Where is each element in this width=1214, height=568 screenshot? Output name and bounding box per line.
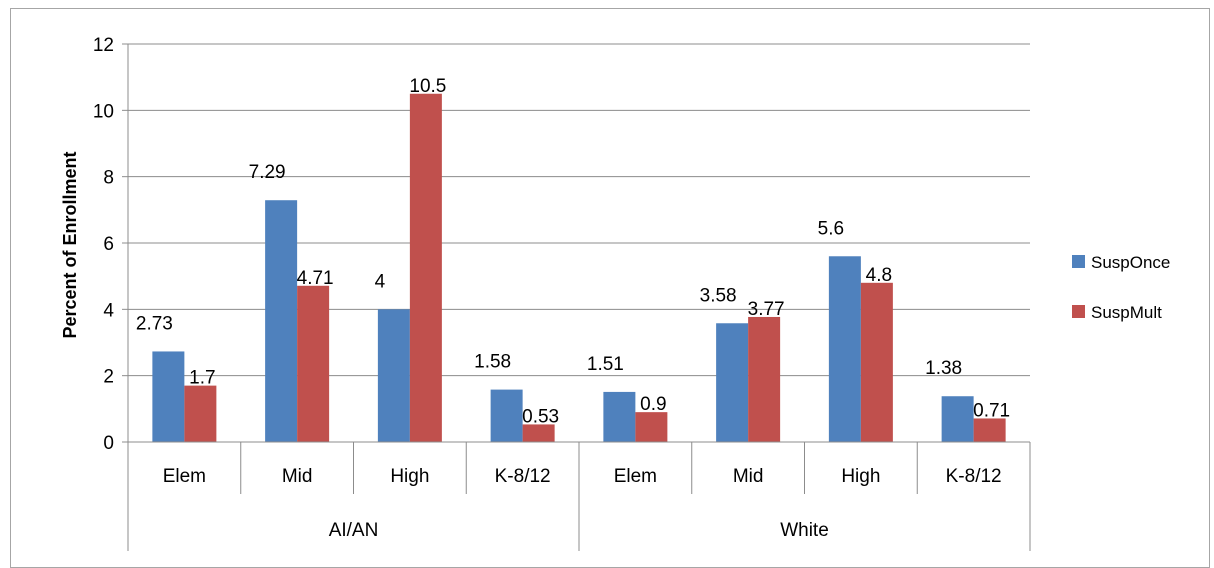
data-label: 3.77: [748, 299, 785, 320]
data-label: 1.58: [474, 352, 511, 373]
data-label: 1.51: [587, 354, 624, 375]
y-tick-label: 2: [103, 367, 114, 388]
x-category-label: Mid: [282, 466, 313, 487]
data-label: 2.73: [136, 313, 173, 334]
x-category-label: Elem: [614, 466, 657, 487]
data-label: 4.71: [297, 268, 334, 289]
bar-suspmult: [297, 285, 330, 442]
legend-label: SuspOnce: [1091, 253, 1170, 272]
legend-swatch: [1072, 305, 1085, 318]
data-label: 5.6: [818, 218, 844, 239]
data-label: 0.9: [640, 394, 666, 415]
data-label: 0.71: [973, 400, 1010, 421]
x-category-label: High: [841, 466, 880, 487]
x-category-label: K-8/12: [946, 466, 1002, 487]
bar-suspmult: [184, 385, 217, 442]
x-category-label: Elem: [163, 466, 206, 487]
bar-susponce: [490, 389, 523, 442]
x-category-label: K-8/12: [495, 466, 551, 487]
bar-suspmult: [522, 424, 555, 442]
data-label: 4: [375, 271, 386, 292]
data-label: 1.38: [925, 358, 962, 379]
x-category-label: High: [390, 466, 429, 487]
bar-suspmult: [748, 316, 781, 442]
bar-suspmult: [860, 282, 893, 442]
bar-susponce: [828, 256, 861, 442]
data-label: 1.7: [189, 368, 215, 389]
axes: 0 2 4 6 8 10 12 Elem Mid High K-8/12 Elem Mid High K-8…: [93, 35, 1031, 551]
bar-suspmult: [409, 93, 442, 442]
y-tick-label: 8: [103, 168, 114, 189]
bar-suspmult: [973, 418, 1006, 442]
x-group-label: AI/AN: [329, 520, 379, 541]
bar-suspmult: [635, 412, 668, 442]
bars: [152, 93, 1006, 442]
bar-susponce: [941, 396, 974, 442]
y-axis-title: Percent of Enrollment: [60, 151, 80, 338]
legend-swatch: [1072, 255, 1085, 268]
data-label: 0.53: [522, 406, 559, 427]
bar-susponce: [716, 323, 749, 442]
bar-susponce: [152, 351, 185, 442]
data-labels: 2.73 7.29 4 1.58 1.51 3.58 5.6 1.38 1.7 4.71 10.5 0…: [136, 76, 1010, 428]
bar-susponce: [265, 200, 298, 442]
bar-susponce: [603, 391, 636, 442]
bar-chart: 0 2 4 6 8 10 12 Elem Mid High K-8/12 Elem Mid High K-8…: [60, 35, 1170, 551]
legend-label: SuspMult: [1091, 303, 1162, 322]
chart-frame: [10, 8, 1210, 568]
x-category-label: Mid: [733, 466, 764, 487]
data-label: 7.29: [249, 162, 286, 183]
data-label: 10.5: [409, 76, 446, 97]
y-tick-label: 12: [93, 35, 114, 56]
legend: SuspOnce SuspMult: [1072, 253, 1170, 322]
data-label: 4.8: [866, 265, 892, 286]
y-tick-label: 0: [103, 433, 114, 454]
y-tick-label: 6: [103, 234, 114, 255]
bar-susponce: [377, 309, 410, 442]
data-label: 3.58: [700, 285, 737, 306]
y-tick-label: 4: [103, 300, 114, 321]
gridlines: [128, 43, 1030, 377]
y-tick-label: 10: [93, 101, 114, 122]
x-group-label: White: [780, 520, 829, 541]
